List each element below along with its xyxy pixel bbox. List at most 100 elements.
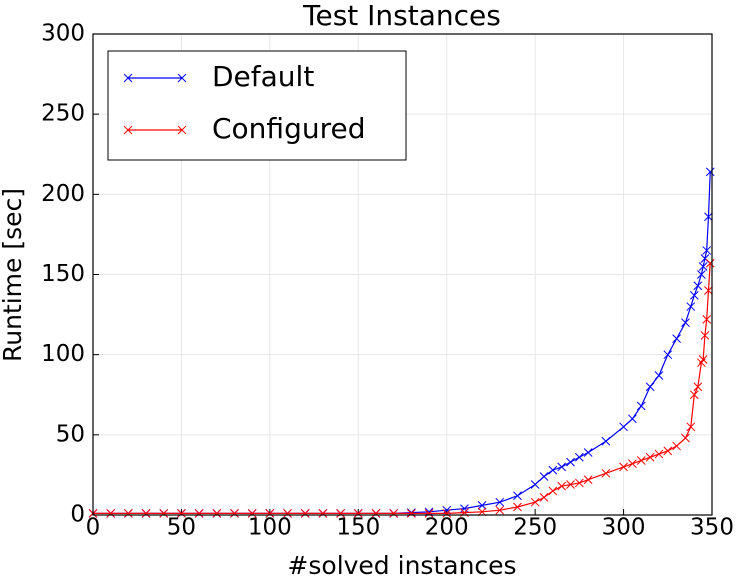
point-marker bbox=[424, 509, 434, 518]
x-tick-label: 350 bbox=[690, 515, 734, 541]
point-marker bbox=[583, 448, 593, 457]
x-tick-label: 50 bbox=[167, 515, 196, 541]
point-marker bbox=[619, 462, 628, 472]
point-marker bbox=[601, 436, 611, 446]
point-marker bbox=[698, 262, 708, 271]
point-marker bbox=[636, 456, 646, 465]
point-marker bbox=[686, 422, 696, 432]
x-tick-label: 100 bbox=[248, 515, 292, 541]
point-marker bbox=[557, 462, 567, 472]
point-marker bbox=[318, 509, 328, 518]
point-marker bbox=[406, 509, 416, 518]
point-marker bbox=[283, 509, 292, 518]
point-marker bbox=[300, 509, 310, 518]
point-marker bbox=[672, 441, 681, 451]
y-tick-label: 300 bbox=[41, 21, 85, 47]
point-marker bbox=[212, 509, 222, 518]
y-tick-label: 100 bbox=[41, 341, 85, 367]
point-marker bbox=[575, 478, 584, 488]
point-marker bbox=[141, 509, 151, 518]
point-marker bbox=[697, 270, 706, 279]
point-marker bbox=[495, 497, 505, 507]
x-tick-label: 150 bbox=[336, 515, 380, 541]
x-tick-label: 250 bbox=[513, 515, 557, 541]
legend-label: Configured bbox=[212, 112, 365, 145]
point-marker bbox=[265, 509, 275, 518]
point-marker bbox=[681, 433, 690, 443]
point-marker bbox=[702, 246, 712, 255]
point-marker bbox=[689, 290, 699, 300]
point-marker bbox=[194, 509, 204, 518]
point-marker bbox=[389, 509, 399, 518]
point-marker bbox=[106, 509, 116, 518]
point-marker bbox=[698, 355, 708, 364]
point-marker bbox=[686, 302, 696, 311]
y-tick-label: 150 bbox=[41, 261, 85, 287]
point-marker bbox=[663, 446, 673, 456]
point-marker bbox=[442, 509, 452, 518]
point-marker bbox=[693, 281, 703, 291]
point-marker bbox=[705, 167, 715, 177]
y-axis-label: Runtime [sec] bbox=[0, 188, 27, 362]
x-axis-label: #solved instances bbox=[287, 551, 516, 580]
point-marker bbox=[702, 315, 712, 324]
legend-marker bbox=[123, 125, 187, 135]
point-marker bbox=[689, 390, 699, 400]
plot-frame bbox=[92, 33, 713, 516]
point-marker bbox=[583, 475, 593, 485]
point-marker bbox=[636, 401, 646, 411]
x-tick-label: 300 bbox=[602, 515, 646, 541]
point-marker bbox=[530, 497, 540, 507]
point-marker bbox=[124, 509, 133, 518]
point-marker bbox=[539, 493, 549, 502]
point-marker bbox=[672, 334, 681, 343]
legend-marker bbox=[123, 73, 187, 83]
y-tick-label: 50 bbox=[56, 421, 85, 447]
legend-box bbox=[107, 50, 407, 161]
point-marker bbox=[548, 486, 558, 496]
point-marker bbox=[159, 509, 169, 518]
point-marker bbox=[704, 286, 713, 295]
chart-title: Test Instances bbox=[302, 0, 501, 32]
point-marker bbox=[557, 481, 567, 491]
point-marker bbox=[628, 459, 637, 469]
point-marker bbox=[645, 452, 655, 462]
point-marker bbox=[663, 350, 673, 360]
point-marker bbox=[530, 480, 540, 489]
point-marker bbox=[336, 509, 345, 518]
point-marker bbox=[477, 501, 487, 510]
point-marker bbox=[247, 509, 257, 518]
point-marker bbox=[353, 509, 363, 518]
point-marker bbox=[681, 318, 690, 327]
point-marker bbox=[575, 452, 584, 462]
point-marker bbox=[371, 509, 381, 518]
point-marker bbox=[693, 382, 703, 392]
point-marker bbox=[513, 502, 522, 512]
x-tick-label: 0 bbox=[86, 515, 101, 541]
point-marker bbox=[460, 504, 469, 513]
point-marker bbox=[705, 258, 715, 268]
point-marker bbox=[645, 382, 655, 392]
point-marker bbox=[654, 449, 664, 459]
point-marker bbox=[700, 331, 710, 340]
point-marker bbox=[619, 422, 628, 432]
series-line bbox=[93, 263, 711, 514]
y-tick-label: 200 bbox=[41, 181, 85, 207]
y-tick-label: 0 bbox=[70, 502, 85, 528]
point-marker bbox=[601, 468, 611, 478]
point-marker bbox=[566, 480, 575, 489]
series-line bbox=[93, 171, 711, 514]
point-marker bbox=[539, 472, 549, 481]
point-marker bbox=[513, 491, 522, 501]
point-marker bbox=[548, 465, 558, 475]
point-marker bbox=[177, 509, 186, 518]
point-marker bbox=[566, 457, 575, 467]
x-tick-label: 200 bbox=[425, 515, 469, 541]
point-marker bbox=[654, 371, 664, 380]
point-marker bbox=[495, 505, 505, 515]
point-marker bbox=[230, 509, 239, 518]
y-tick-label: 250 bbox=[41, 101, 85, 127]
point-marker bbox=[704, 212, 713, 222]
legend-label: Default bbox=[212, 60, 314, 93]
